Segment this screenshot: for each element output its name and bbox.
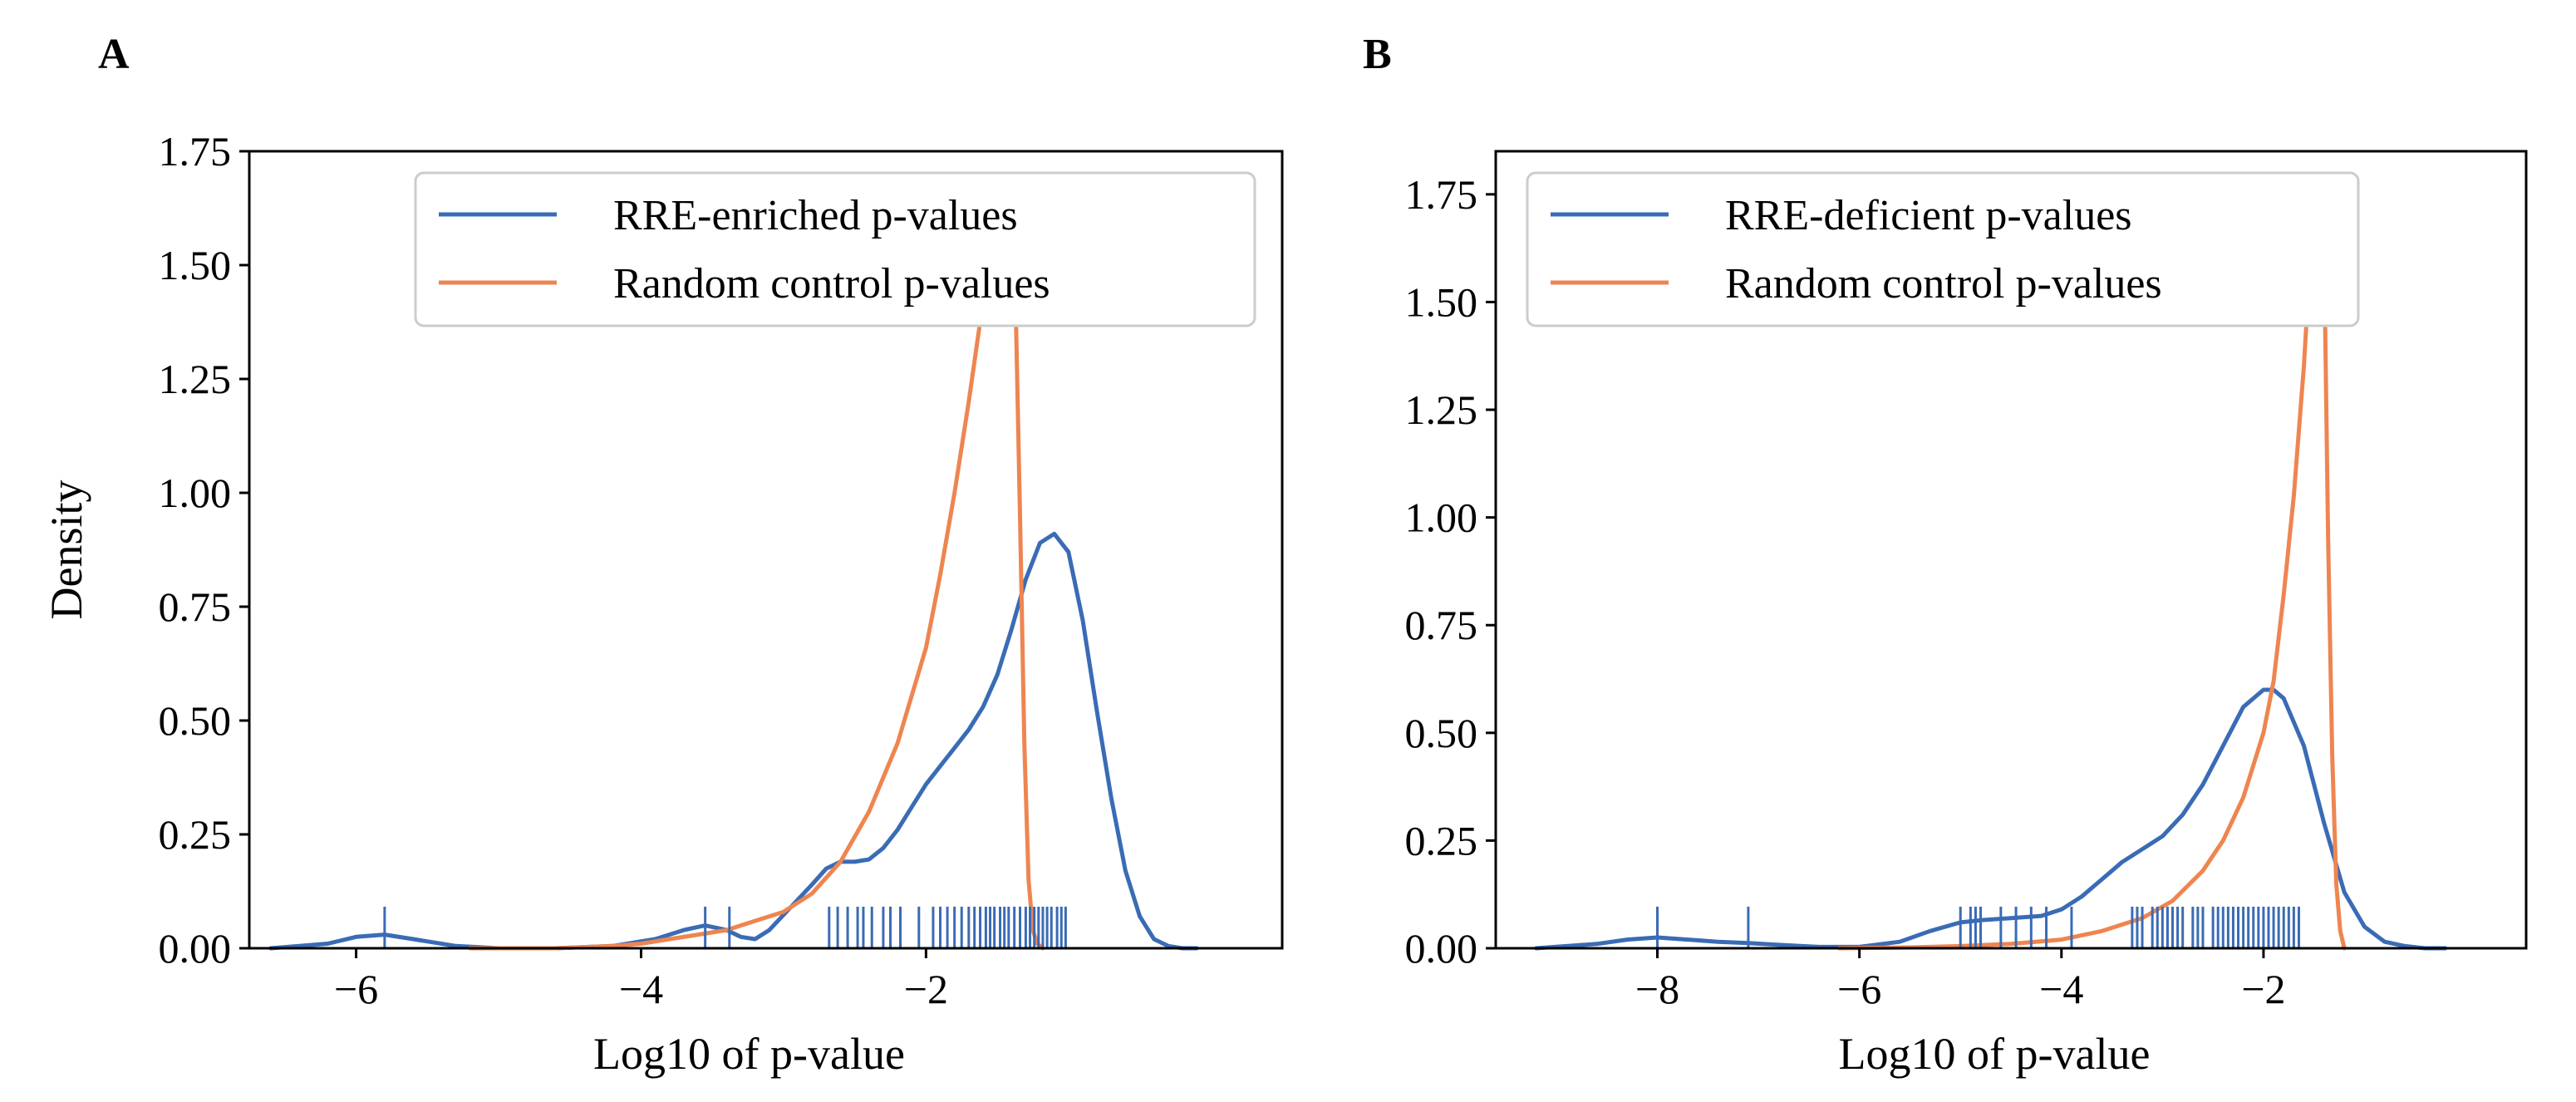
series-line-orange [468, 185, 1045, 951]
series-line-orange [1836, 184, 2347, 951]
x-tick-label: −2 [2241, 966, 2285, 1012]
x-tick-label: −8 [1635, 966, 1679, 1012]
x-tick-label: −2 [904, 966, 948, 1012]
y-tick-label: 0.75 [1405, 602, 1478, 648]
panel-label-b: B [1363, 31, 1392, 78]
x-tick-label: −6 [1837, 966, 1881, 1012]
y-tick-label: 0.25 [1405, 817, 1478, 863]
legend-label: Random control p-values [613, 260, 1050, 307]
panel-a-plot: 0.00 0.25 0.50 0.75 1.00 1.25 1.50 1.75 −6 −4 −2 Lo… [42, 128, 1284, 1079]
x-tick-label: −6 [334, 966, 378, 1012]
y-axis-label: Density [42, 480, 91, 620]
legend-label: RRE-enriched p-values [613, 192, 1018, 239]
y-tick-label: 0.25 [159, 811, 232, 858]
y-tick-label: 0.75 [159, 583, 232, 630]
legend-label: Random control p-values [1725, 260, 2162, 307]
x-tick-label: −4 [2039, 966, 2083, 1012]
plot-frame [1494, 150, 2528, 950]
y-tick-label: 1.00 [159, 470, 232, 516]
x-axis-label: Log10 of p-value [1839, 1029, 2151, 1079]
legend-label: RRE-deficient p-values [1725, 192, 2132, 239]
y-tick-label: 0.00 [159, 925, 232, 972]
y-tick-label: 1.50 [159, 242, 232, 288]
y-tick-label: 1.50 [1405, 278, 1478, 325]
panel-b-plot: 0.00 0.25 0.50 0.75 1.00 1.25 1.50 1.75 −8 −6 −4 −2… [1405, 150, 2528, 1079]
legend-box [1526, 171, 2360, 327]
y-tick-label: 1.75 [159, 128, 232, 175]
x-axis-label: Log10 of p-value [593, 1029, 905, 1079]
series-line-blue [1534, 687, 2448, 951]
y-tick-label: 0.00 [1405, 925, 1478, 972]
y-tick-label: 1.25 [1405, 386, 1478, 433]
y-tick-label: 0.50 [159, 697, 232, 744]
y-tick-label: 1.00 [1405, 494, 1478, 541]
x-tick-label: −4 [619, 966, 663, 1012]
panel-label-a: A [98, 31, 130, 78]
legend-box [414, 171, 1256, 327]
series-line-blue [268, 531, 1199, 951]
y-tick-label: 1.25 [159, 356, 232, 402]
y-tick-label: 1.75 [1405, 171, 1478, 218]
y-tick-label: 0.50 [1405, 710, 1478, 756]
plot-frame [248, 150, 1284, 950]
